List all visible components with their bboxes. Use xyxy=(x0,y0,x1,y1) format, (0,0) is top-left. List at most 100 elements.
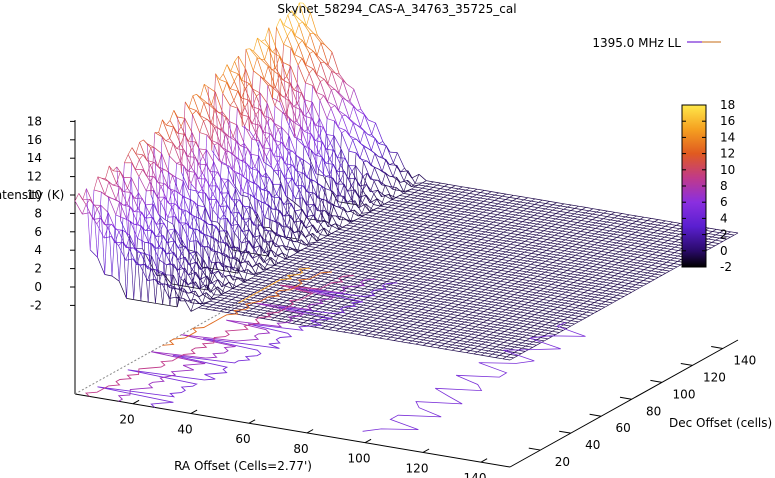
surface-line-y xyxy=(628,230,636,233)
surface-line-x xyxy=(390,329,395,333)
surface-line-y xyxy=(442,276,450,279)
surface-line-x xyxy=(508,327,513,330)
surface-line-y xyxy=(521,347,530,350)
surface-line-y xyxy=(659,255,667,258)
surface-line-x xyxy=(434,325,440,329)
surface-line-y xyxy=(279,304,287,307)
surface-line-y xyxy=(246,290,255,293)
surface-line-x xyxy=(527,247,533,251)
surface-line-y xyxy=(476,315,484,318)
surface-line-x xyxy=(654,277,659,280)
surface-line-x xyxy=(508,263,513,267)
surface-line-y xyxy=(390,279,398,281)
surface-line-y xyxy=(362,321,370,324)
surface-line-y xyxy=(172,143,181,162)
surface-line-y xyxy=(347,200,355,203)
surface-line-y xyxy=(320,62,329,84)
surface-line-y xyxy=(263,161,272,168)
surface-line-y xyxy=(234,61,243,81)
surface-line-y xyxy=(301,291,310,294)
surface-line-y xyxy=(378,301,386,304)
surface-line-x xyxy=(541,266,546,270)
surface-line-y xyxy=(495,246,503,249)
surface-line-y xyxy=(156,235,164,238)
surface-line-x xyxy=(432,306,437,309)
x-axis-line xyxy=(74,393,511,468)
surface-line-y xyxy=(636,221,644,223)
surface-line-x xyxy=(447,297,452,301)
surface-line-y xyxy=(160,201,169,218)
surface-line-x xyxy=(475,266,480,270)
surface-line-y xyxy=(122,229,131,236)
surface-line-y xyxy=(480,244,489,247)
surface-line-y xyxy=(519,328,527,331)
surface-line-y xyxy=(431,329,439,332)
surface-line-y xyxy=(478,224,486,227)
surface-line-y xyxy=(455,289,464,292)
surface-line-y xyxy=(427,216,435,219)
surface-line-y xyxy=(619,256,627,259)
surface-line-y xyxy=(604,254,613,257)
surface-line-x xyxy=(545,253,550,257)
surface-line-x xyxy=(441,332,446,336)
surface-line-y xyxy=(305,232,313,238)
surface-line-y xyxy=(376,198,385,205)
surface-line-y xyxy=(554,234,562,237)
surface-line-y xyxy=(533,214,542,217)
surface-line-y xyxy=(568,242,577,245)
surface-line-y xyxy=(708,238,716,241)
surface-line-y xyxy=(442,271,450,274)
surface-line-y xyxy=(357,223,365,226)
surface-line-y xyxy=(539,301,547,304)
surface-line-y xyxy=(585,207,594,210)
surface-line-y xyxy=(409,331,417,334)
surface-line-y xyxy=(657,230,665,233)
surface-line-x xyxy=(650,221,655,225)
surface-line-y xyxy=(380,205,388,208)
surface-line-y xyxy=(463,233,471,236)
surface-line-y xyxy=(501,270,509,272)
surface-line-y xyxy=(529,343,537,346)
surface-line-y xyxy=(474,232,482,235)
surface-line-y xyxy=(588,226,596,229)
surface-line-y xyxy=(368,228,376,231)
surface-line-x xyxy=(571,249,576,253)
surface-line-y xyxy=(308,156,317,174)
surface-line-y xyxy=(528,291,537,294)
surface-line-y xyxy=(618,262,627,265)
surface-line-y xyxy=(431,214,439,217)
surface-line-y xyxy=(519,264,528,267)
surface-line-y xyxy=(568,248,576,251)
surface-line-y xyxy=(584,281,592,284)
surface-line-y xyxy=(512,326,520,329)
surface-line-y xyxy=(456,279,464,281)
surface-line-y xyxy=(293,254,301,257)
surface-line-y xyxy=(422,292,430,295)
surface-line-y xyxy=(541,205,550,208)
surface-line-y xyxy=(291,276,300,279)
surface-line-y xyxy=(626,258,634,260)
surface-line-y xyxy=(515,324,524,327)
surface-line-y xyxy=(183,298,192,312)
surface-line-y xyxy=(443,312,451,315)
surface-line-y xyxy=(521,237,529,240)
surface-line-y xyxy=(465,258,473,261)
surface-line-y xyxy=(364,230,372,233)
surface-line-x xyxy=(642,231,647,234)
surface-line-x xyxy=(613,220,619,224)
surface-line-y xyxy=(520,259,528,262)
surface-line-y xyxy=(289,101,298,122)
surface-line-y xyxy=(545,313,554,316)
surface-line-y xyxy=(348,313,356,316)
surface-line-y xyxy=(458,240,467,243)
surface-line-y xyxy=(427,210,436,213)
surface-line-y xyxy=(437,284,446,287)
surface-line-y xyxy=(562,230,570,233)
surface-line-x xyxy=(639,222,644,225)
surface-line-y xyxy=(295,15,303,23)
surface-line-y xyxy=(563,203,572,206)
surface-line-x xyxy=(444,294,449,297)
surface-line-x xyxy=(450,306,455,310)
surface-line-y xyxy=(542,246,551,249)
surface-line-x xyxy=(375,332,381,336)
